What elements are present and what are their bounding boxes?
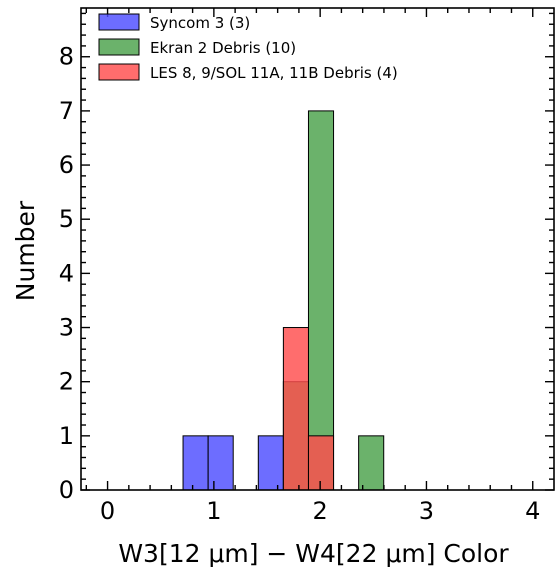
y-tick-label: 2 — [59, 368, 74, 396]
x-tick-label: 2 — [313, 497, 328, 525]
y-tick-label: 6 — [59, 151, 74, 179]
bar-series1-bin2 — [358, 435, 385, 491]
y-tick-label: 5 — [59, 205, 74, 233]
legend-swatch-2 — [98, 63, 140, 81]
y-axis-label: Number — [11, 200, 40, 301]
bars-layer — [182, 110, 385, 491]
x-tick-label: 0 — [100, 497, 115, 525]
x-tick-label: 4 — [525, 497, 540, 525]
x-axis-label: W3[12 μm] − W4[22 μm] Color — [118, 539, 509, 568]
y-tick-label: 1 — [59, 422, 74, 450]
legend-label-1: Ekran 2 Debris (10) — [150, 39, 296, 57]
bar-series0-bin1 — [207, 435, 234, 491]
y-tick-label: 4 — [59, 259, 74, 287]
x-tick-label: 3 — [419, 497, 434, 525]
y-tick-label: 3 — [59, 314, 74, 342]
legend-label-2: LES 8, 9/SOL 11A, 11B Debris (4) — [150, 64, 398, 82]
legend-swatch-0 — [98, 13, 140, 31]
legend: Syncom 3 (3) Ekran 2 Debris (10) LES 8, 9/… — [98, 13, 398, 82]
legend-label-0: Syncom 3 (3) — [150, 14, 250, 32]
y-tick-label: 0 — [59, 476, 74, 504]
y-tick-label: 7 — [59, 97, 74, 125]
bar-series0-bin0 — [182, 435, 209, 491]
x-tick-label: 1 — [206, 497, 221, 525]
y-tick-label: 8 — [59, 43, 74, 71]
bar-series1-bin1 — [307, 110, 335, 491]
bar-series0-bin2 — [257, 435, 284, 491]
ticks-layer: 0 1 2 3 4 0 1 2 3 4 5 6 7 8 — [59, 8, 554, 525]
bar-series2-bin0 — [282, 327, 309, 491]
bar-series2-bin1 — [307, 435, 335, 491]
plot-frame — [80, 7, 555, 491]
legend-swatch-1 — [98, 38, 140, 56]
